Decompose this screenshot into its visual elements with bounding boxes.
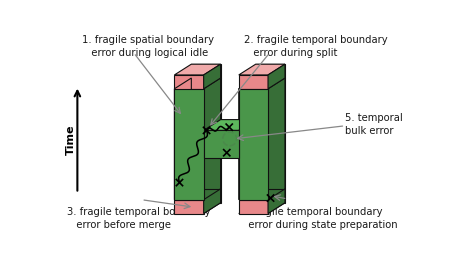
Polygon shape	[191, 189, 220, 203]
Polygon shape	[174, 200, 204, 214]
Polygon shape	[239, 89, 268, 200]
Polygon shape	[174, 89, 204, 200]
Polygon shape	[268, 78, 285, 200]
Polygon shape	[204, 120, 255, 130]
Polygon shape	[239, 64, 285, 75]
Text: 3. fragile temporal boundary
   error before merge: 3. fragile temporal boundary error befor…	[66, 207, 210, 230]
Polygon shape	[191, 64, 220, 78]
Polygon shape	[204, 147, 255, 158]
Polygon shape	[239, 75, 268, 89]
Polygon shape	[268, 189, 285, 214]
Text: Time: Time	[65, 124, 75, 155]
Polygon shape	[239, 78, 255, 200]
Polygon shape	[204, 189, 220, 214]
Polygon shape	[204, 78, 220, 200]
Text: 5. temporal
bulk error: 5. temporal bulk error	[346, 113, 403, 136]
Polygon shape	[239, 78, 285, 89]
Polygon shape	[204, 64, 220, 89]
Polygon shape	[255, 189, 285, 203]
Polygon shape	[174, 78, 191, 200]
Polygon shape	[220, 120, 255, 147]
Polygon shape	[239, 200, 268, 214]
Polygon shape	[191, 78, 220, 189]
Polygon shape	[255, 78, 285, 189]
Polygon shape	[239, 120, 255, 158]
Text: 4. fragile temporal boundary
   error during state preparation: 4. fragile temporal boundary error durin…	[239, 207, 398, 230]
Polygon shape	[255, 64, 285, 78]
Polygon shape	[239, 203, 285, 214]
Polygon shape	[174, 78, 220, 89]
Polygon shape	[174, 75, 204, 89]
Text: 1. fragile spatial boundary
   error during logical idle: 1. fragile spatial boundary error during…	[82, 35, 214, 58]
Polygon shape	[174, 203, 220, 214]
Polygon shape	[174, 64, 220, 75]
Text: 2. fragile temporal boundary
   error during split: 2. fragile temporal boundary error durin…	[244, 35, 387, 58]
Polygon shape	[204, 130, 239, 158]
Polygon shape	[268, 64, 285, 89]
